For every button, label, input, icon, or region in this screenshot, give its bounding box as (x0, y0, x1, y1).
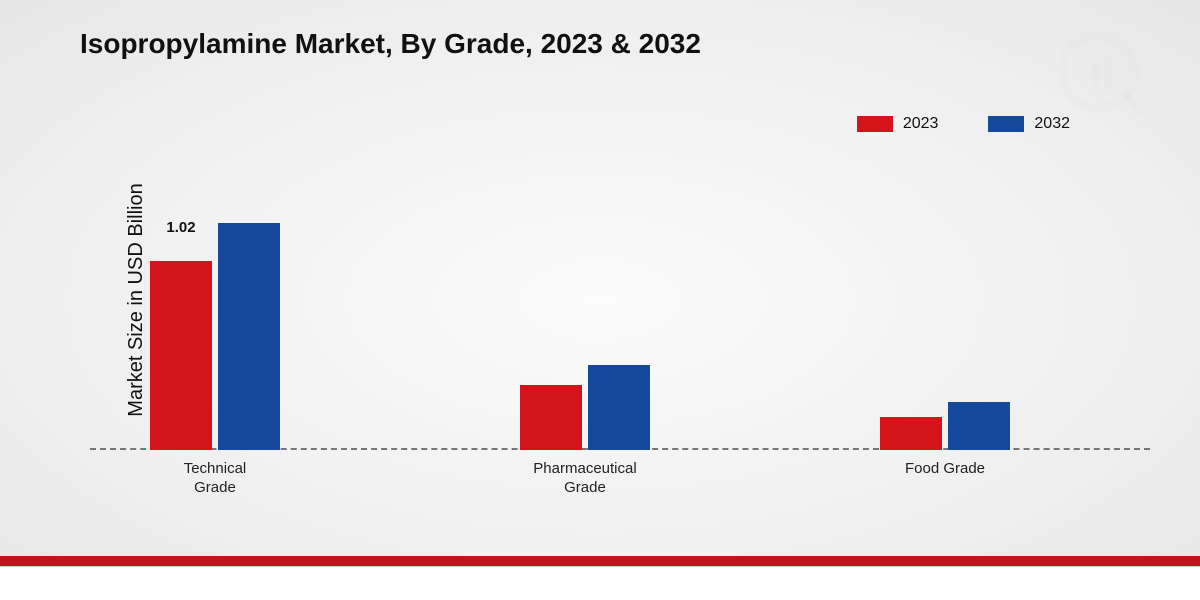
x-label-technical: Technical Grade (115, 460, 315, 498)
page-title: Isopropylamine Market, By Grade, 2023 & … (80, 28, 701, 60)
legend-item-2032: 2032 (988, 115, 1070, 133)
x-label-pharma: Pharmaceutical Grade (485, 460, 685, 498)
legend-swatch-2023 (857, 116, 893, 132)
bar-technical-2032 (218, 223, 280, 450)
bar-food-2032 (948, 402, 1010, 450)
footer-band (0, 566, 1200, 600)
x-label-line: Pharmaceutical (533, 460, 636, 477)
bar-pharma-2032 (588, 365, 650, 450)
x-label-line: Grade (194, 479, 236, 496)
plot-area: 1.02 (90, 190, 1150, 450)
x-label-line: Food Grade (905, 460, 985, 477)
chart-container: Isopropylamine Market, By Grade, 2023 & … (0, 0, 1200, 600)
bar-label-technical-2023: 1.02 (166, 219, 195, 240)
legend-swatch-2032 (988, 116, 1024, 132)
bar-food-2023 (880, 417, 942, 450)
x-label-line: Technical (184, 460, 247, 477)
legend-label-2023: 2023 (903, 115, 939, 133)
watermark-logo (1050, 30, 1160, 125)
x-label-line: Grade (564, 479, 606, 496)
footer-accent-bar (0, 556, 1200, 566)
bar-pharma-2023 (520, 385, 582, 450)
legend: 2023 2032 (857, 115, 1070, 133)
x-axis-labels: Technical Grade Pharmaceutical Grade Food … (90, 452, 1150, 502)
bar-technical-2023 (150, 261, 212, 450)
legend-item-2023: 2023 (857, 115, 939, 133)
legend-label-2032: 2032 (1034, 115, 1070, 133)
x-label-food: Food Grade (845, 460, 1045, 479)
